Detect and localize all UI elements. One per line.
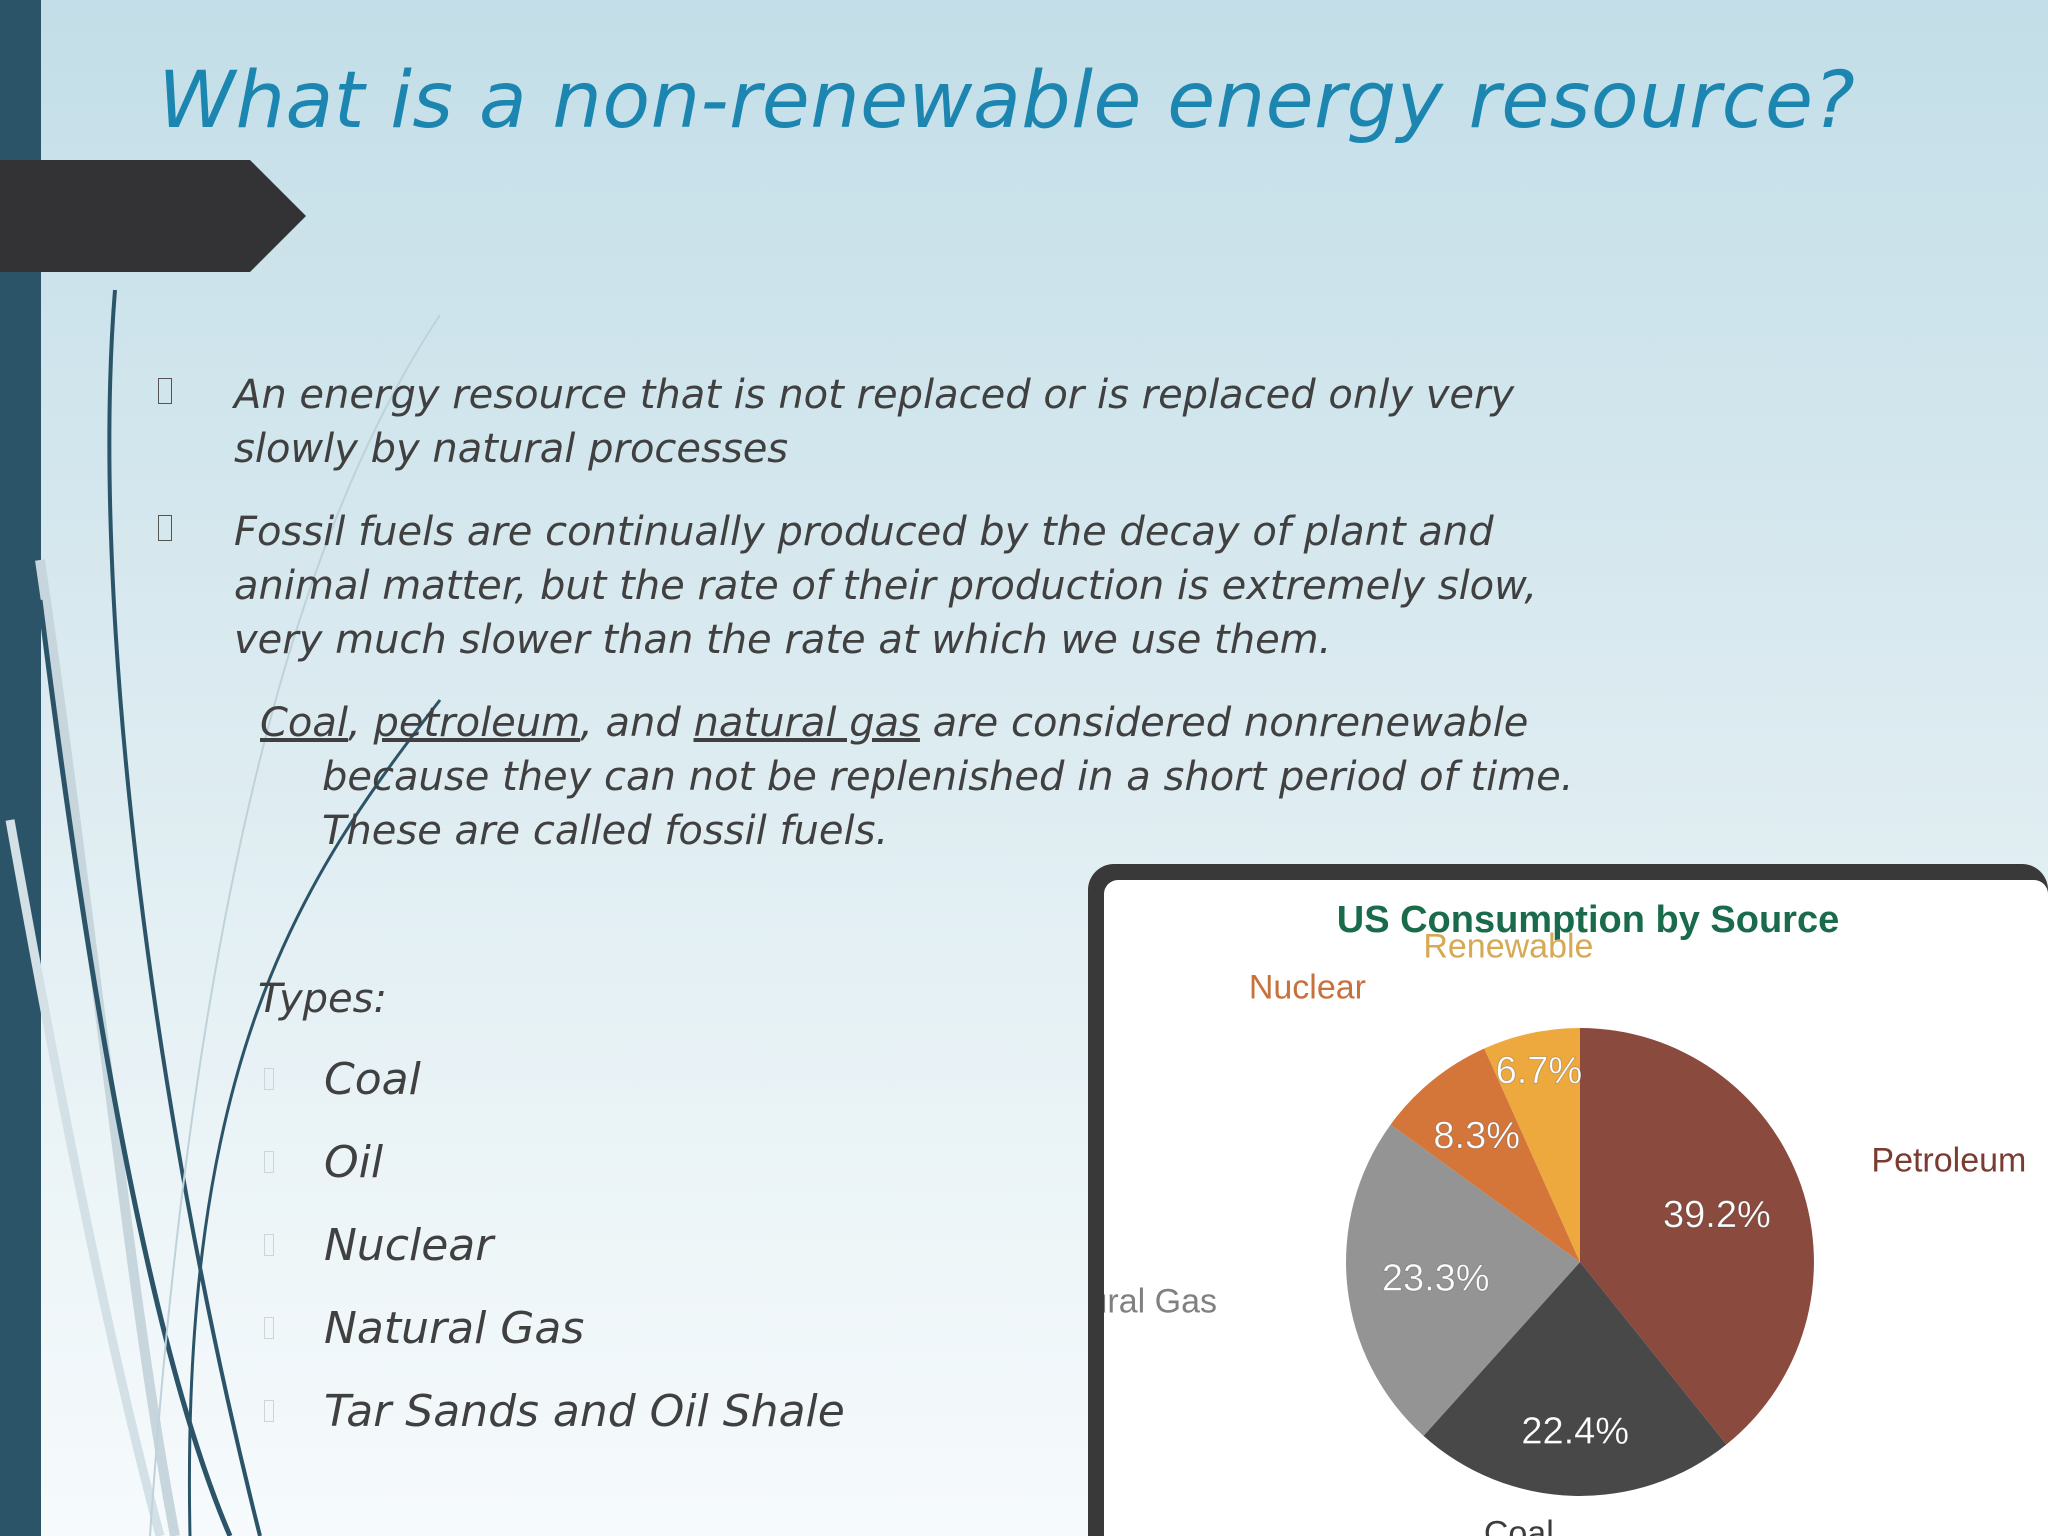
type-label: Coal — [324, 1054, 421, 1105]
bullet-line: animal matter, but the rate of their pro… — [234, 563, 1538, 609]
sub-bullet-marker — [264, 1317, 274, 1339]
bullet-marker — [158, 515, 172, 541]
natural-gas-link[interactable]: natural gas — [693, 700, 920, 746]
paragraph-line-2: because they can not be replenished in a… — [322, 754, 1574, 800]
pie-percent-label: 22.4% — [1521, 1410, 1629, 1452]
types-label: Types: — [258, 976, 387, 1022]
bullet-line: An energy resource that is not replaced … — [234, 372, 1515, 418]
separator: , and — [580, 700, 694, 746]
pie-category-label: Petroleum — [1871, 1142, 2026, 1180]
pie-slice-petroleum — [1580, 1028, 1814, 1445]
bullet-fossil-fuels: Fossil fuels are continually produced by… — [234, 505, 1754, 667]
pie-category-label: Renewable — [1423, 927, 1593, 965]
slide-title: What is a non-renewable energy resource? — [158, 56, 1856, 146]
type-label: Natural Gas — [324, 1303, 585, 1354]
list-item: Oil — [262, 1135, 845, 1218]
decorative-curves — [5, 289, 442, 1536]
pie-percent-label: 39.2% — [1663, 1194, 1771, 1236]
type-label: Oil — [324, 1137, 384, 1188]
fossil-fuel-paragraph: Coal, petroleum, and natural gas are con… — [260, 696, 1740, 858]
bullet-line: slowly by natural processes — [234, 426, 789, 472]
list-item: Nuclear — [262, 1218, 845, 1301]
sub-bullet-marker — [264, 1400, 274, 1422]
type-label: Tar Sands and Oil Shale — [324, 1386, 845, 1437]
pie-category-labels: Petroleum Coal Natural Gas Nuclear Renewable — [1104, 927, 2026, 1536]
pie-slice-coal — [1423, 1262, 1727, 1496]
paragraph-line-3: These are called fossil fuels. — [322, 808, 889, 854]
type-label: Nuclear — [324, 1220, 494, 1271]
coal-link[interactable]: Coal — [260, 700, 349, 746]
chart-title: US Consumption by Source — [1337, 899, 1839, 941]
sub-bullet-marker — [264, 1068, 274, 1090]
chart-frame: US Consumption by Source 39.2% 22.4% 23.3%… — [1088, 864, 2048, 1536]
sub-bullet-marker — [264, 1151, 274, 1173]
pie-slice-nuclear — [1390, 1048, 1580, 1262]
pie-percent-label: 23.3% — [1382, 1257, 1490, 1299]
title-tab-shape — [0, 160, 306, 272]
paragraph-line-1: Coal, petroleum, and natural gas are con… — [260, 696, 1740, 750]
pie-percent-label: 6.7% — [1496, 1050, 1583, 1092]
pie-percent-label: 8.3% — [1433, 1115, 1520, 1157]
list-item: Natural Gas — [262, 1301, 845, 1384]
pie-category-label: Coal — [1484, 1515, 1554, 1536]
separator: , — [348, 700, 374, 746]
bullet-line: very much slower than the rate at which … — [234, 617, 1332, 663]
paragraph-text: are considered nonrenewable — [919, 700, 1529, 746]
pie-slice-renewable — [1484, 1028, 1580, 1262]
bullet-definition: An energy resource that is not replaced … — [234, 368, 1754, 476]
pie-category-label: Natural Gas — [1104, 1282, 1217, 1320]
list-item: Coal — [262, 1052, 845, 1135]
sub-bullet-marker — [264, 1234, 274, 1256]
pie-category-label: Nuclear — [1249, 969, 1366, 1007]
pie-percent-labels: 39.2% 22.4% 23.3% 8.3% 6.7% — [1381, 1049, 1771, 1452]
pie-slices — [1346, 1028, 1814, 1496]
bullet-line: Fossil fuels are continually produced by… — [234, 509, 1494, 555]
bullet-marker — [158, 378, 172, 404]
petroleum-link[interactable]: petroleum — [373, 700, 581, 746]
types-list: Coal Oil Nuclear Natural Gas Tar Sands a… — [262, 1052, 845, 1467]
chart-panel: US Consumption by Source 39.2% 22.4% 23.3%… — [1104, 880, 2048, 1536]
list-item: Tar Sands and Oil Shale — [262, 1384, 845, 1467]
pie-slice-natural-gas — [1346, 1124, 1580, 1436]
pie-chart: US Consumption by Source 39.2% 22.4% 23.3%… — [1104, 899, 2026, 1536]
